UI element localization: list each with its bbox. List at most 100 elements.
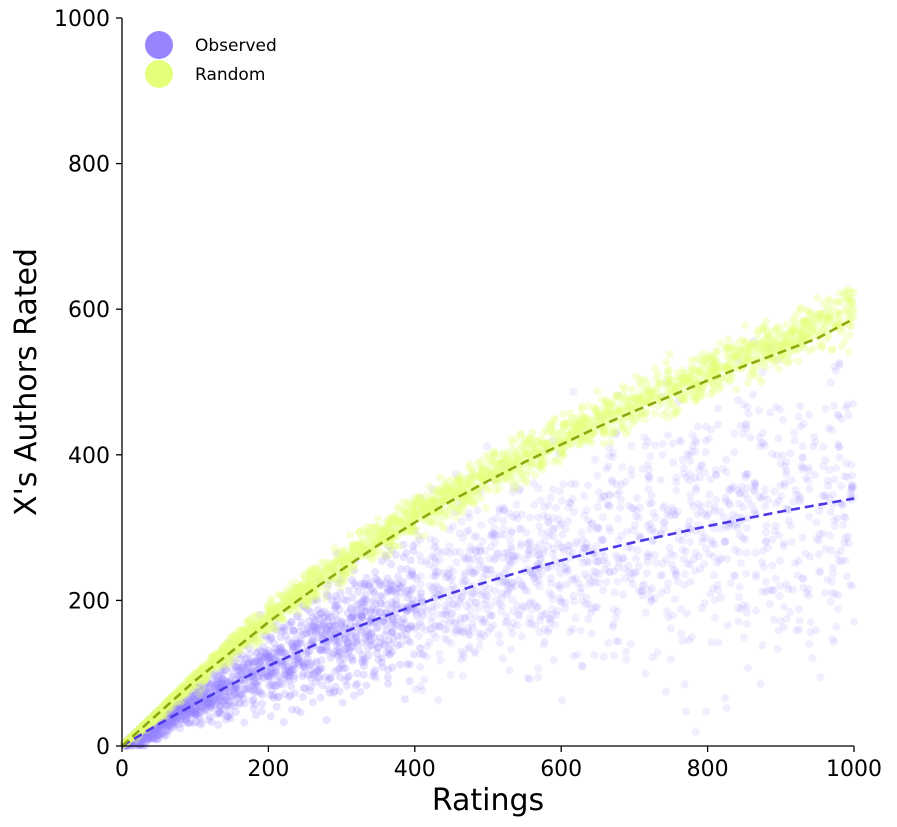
data-point xyxy=(351,619,360,628)
data-point xyxy=(435,610,444,619)
data-point xyxy=(573,537,581,546)
data-point xyxy=(837,482,846,491)
data-point xyxy=(273,651,281,659)
data-point xyxy=(272,667,281,676)
data-point xyxy=(464,644,473,653)
data-point xyxy=(281,670,290,679)
data-point xyxy=(658,450,667,459)
data-point xyxy=(187,708,196,717)
data-point xyxy=(497,607,506,616)
data-point xyxy=(313,626,321,635)
data-point xyxy=(555,581,564,590)
data-point xyxy=(229,670,238,679)
data-point xyxy=(540,548,548,557)
data-point xyxy=(234,671,243,680)
data-point xyxy=(712,496,721,504)
data-point xyxy=(613,607,622,616)
data-point xyxy=(185,691,193,700)
data-point xyxy=(146,730,154,739)
data-point xyxy=(750,479,759,488)
data-point xyxy=(309,636,318,645)
data-point xyxy=(627,544,636,553)
data-point xyxy=(624,501,633,510)
data-point xyxy=(524,540,533,549)
data-point xyxy=(272,681,280,690)
data-point xyxy=(584,516,593,525)
data-point xyxy=(834,309,843,318)
data-point xyxy=(240,684,249,693)
data-point xyxy=(631,521,640,529)
data-point xyxy=(558,598,567,607)
data-point xyxy=(162,726,171,735)
data-point xyxy=(638,591,647,600)
data-point xyxy=(417,593,426,602)
data-point xyxy=(679,555,688,563)
data-point xyxy=(506,584,515,593)
data-point xyxy=(716,593,725,602)
data-point xyxy=(736,604,745,613)
data-point xyxy=(697,462,706,470)
data-point xyxy=(845,331,854,339)
data-point xyxy=(827,588,836,597)
data-point xyxy=(163,712,172,720)
data-point xyxy=(409,546,418,555)
data-point xyxy=(721,537,730,545)
data-point xyxy=(330,604,339,613)
data-point xyxy=(402,630,411,639)
data-point xyxy=(266,669,275,678)
data-point xyxy=(140,730,149,739)
data-point xyxy=(590,651,599,659)
data-point xyxy=(129,738,138,747)
data-point xyxy=(821,589,830,597)
data-point xyxy=(307,622,316,631)
data-point xyxy=(362,681,371,690)
data-point xyxy=(735,548,744,557)
data-point xyxy=(743,620,751,629)
data-point xyxy=(569,592,578,600)
data-point xyxy=(835,557,844,566)
data-point xyxy=(481,618,490,627)
data-point xyxy=(356,600,364,608)
data-point xyxy=(177,719,186,728)
data-point xyxy=(417,588,426,597)
data-point xyxy=(200,706,209,715)
data-point xyxy=(311,595,320,604)
data-point xyxy=(422,557,431,566)
data-point xyxy=(641,441,650,450)
data-point xyxy=(411,607,420,616)
data-point xyxy=(558,496,567,505)
data-point xyxy=(450,548,459,556)
data-point xyxy=(266,652,275,661)
data-point xyxy=(174,701,183,710)
data-point xyxy=(434,547,443,556)
data-point xyxy=(668,439,677,448)
data-point xyxy=(321,646,330,655)
data-point xyxy=(239,662,248,671)
data-point xyxy=(332,641,341,650)
data-point xyxy=(186,692,195,700)
data-point xyxy=(244,684,253,693)
data-point xyxy=(152,735,161,744)
data-point xyxy=(143,731,152,740)
data-point xyxy=(313,667,321,676)
data-point xyxy=(542,425,551,434)
data-point xyxy=(393,621,402,630)
data-point xyxy=(773,645,782,654)
data-point xyxy=(210,694,219,703)
data-point xyxy=(170,717,179,726)
data-point xyxy=(316,609,325,618)
data-point xyxy=(662,687,670,696)
data-point xyxy=(724,521,733,530)
data-point xyxy=(427,552,436,561)
data-point xyxy=(337,568,346,577)
data-point xyxy=(431,536,439,545)
data-point xyxy=(676,605,685,614)
data-point xyxy=(423,606,431,615)
data-point xyxy=(683,609,691,618)
data-point xyxy=(601,565,609,574)
data-point xyxy=(431,622,440,631)
data-point xyxy=(229,684,238,693)
data-point xyxy=(846,580,854,589)
data-point xyxy=(267,679,276,688)
data-point xyxy=(318,631,327,640)
